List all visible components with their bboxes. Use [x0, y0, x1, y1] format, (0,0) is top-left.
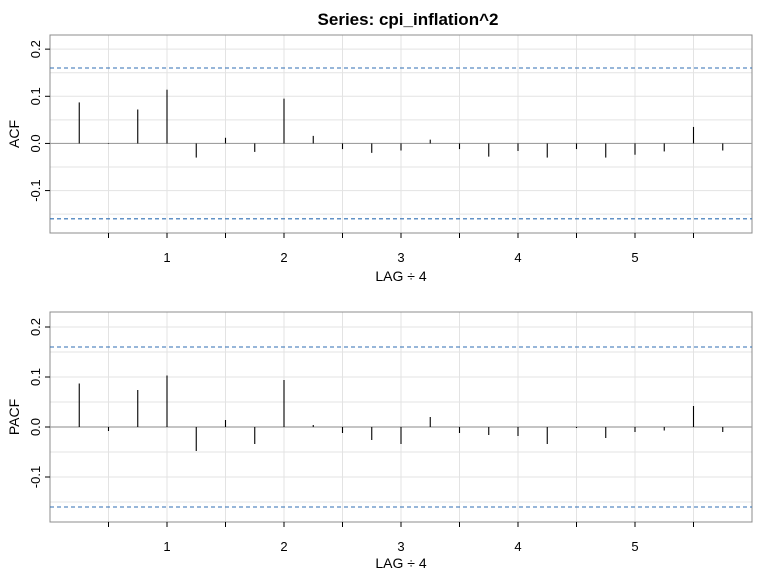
- pacf-panel: 1 2 3 4 5 -0.1 0.0 0.1 0.2 PACF LAG ÷ 4: [6, 311, 753, 571]
- y-tick-label: 0.0: [28, 134, 43, 152]
- y-axis-label: ACF: [6, 120, 22, 148]
- y-tick-label: -0.1: [28, 179, 43, 201]
- chart-title: Series: cpi_inflation^2: [318, 10, 499, 29]
- x-tick-label: 2: [280, 539, 287, 554]
- x-axis-label: LAG ÷ 4: [375, 268, 426, 284]
- x-tick-label: 1: [163, 539, 170, 554]
- x-tick-label: 5: [631, 250, 638, 265]
- x-tick-label: 2: [280, 250, 287, 265]
- y-tick-label: 0.1: [28, 87, 43, 105]
- x-tick-label: 4: [514, 250, 521, 265]
- x-tick-label: 5: [631, 539, 638, 554]
- y-tick-label: 0.2: [28, 318, 43, 336]
- acf-panel: 1 2 3 4 5 -0.1 0.0 0.1 0.2 ACF LAG ÷ 4: [6, 34, 753, 284]
- x-tick-label: 4: [514, 539, 521, 554]
- x-tick-label: 3: [397, 539, 404, 554]
- y-tick-label: 0.1: [28, 368, 43, 386]
- y-axis-label: PACF: [6, 399, 22, 435]
- x-axis-label: LAG ÷ 4: [375, 555, 426, 571]
- x-tick-label: 1: [163, 250, 170, 265]
- y-tick-label: 0.2: [28, 40, 43, 58]
- y-tick-label: 0.0: [28, 418, 43, 436]
- x-tick-label: 3: [397, 250, 404, 265]
- y-tick-label: -0.1: [28, 466, 43, 488]
